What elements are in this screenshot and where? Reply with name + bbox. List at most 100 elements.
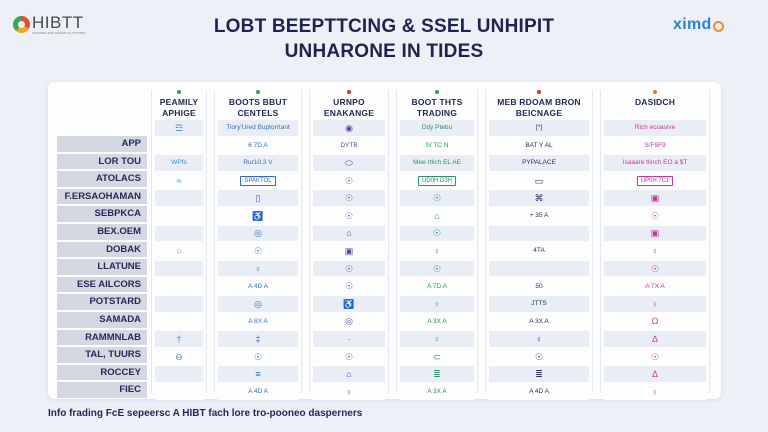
table-cell[interactable]: ◎ bbox=[218, 295, 298, 312]
table-cell[interactable]: ☉ bbox=[400, 190, 474, 206]
partner-logo[interactable]: ximd bbox=[673, 17, 724, 33]
table-cell[interactable]: ∆ bbox=[604, 331, 706, 347]
table-cell[interactable]: ☉ bbox=[313, 190, 385, 206]
table-cell[interactable]: ♀ bbox=[218, 260, 298, 277]
table-cell[interactable]: ♿ bbox=[218, 207, 298, 224]
table-cell[interactable]: ☉ bbox=[604, 348, 706, 365]
table-cell[interactable]: ♀ bbox=[604, 243, 706, 259]
table-cell[interactable]: Rich ecoasive bbox=[604, 120, 706, 136]
table-cell[interactable]: ♀ bbox=[313, 383, 385, 400]
table-cell[interactable]: Ddy Ptebu bbox=[400, 120, 474, 136]
table-cell[interactable]: A 8X A bbox=[218, 313, 298, 330]
table-cell[interactable]: A 7D A bbox=[400, 278, 474, 294]
table-cell[interactable]: WPfs bbox=[155, 155, 203, 171]
table-cell[interactable]: [*] bbox=[489, 120, 589, 136]
table-cell[interactable]: ◉ bbox=[313, 120, 385, 136]
table-cell[interactable]: ⊖ bbox=[155, 348, 203, 365]
table-cell[interactable]: ♀ bbox=[604, 295, 706, 312]
table-cell[interactable]: ≡ bbox=[218, 366, 298, 382]
table-cell[interactable]: ≈ bbox=[155, 172, 203, 189]
table-cell[interactable]: Isaaare tlinch EO a $T bbox=[604, 155, 706, 171]
table-cell[interactable]: 6 7D A bbox=[218, 137, 298, 154]
table-cell[interactable]: ☉ bbox=[400, 260, 474, 277]
table-cell[interactable]: UD0H D3H bbox=[400, 172, 474, 189]
bell-icon: ☉ bbox=[344, 263, 354, 274]
table-cell[interactable]: ▣ bbox=[604, 190, 706, 206]
table-cell[interactable]: ⬭ bbox=[313, 155, 385, 171]
table-cell[interactable]: ▣ bbox=[313, 243, 385, 259]
column-header[interactable]: DASIDCH bbox=[601, 90, 709, 136]
table-cell[interactable]: ☉ bbox=[604, 260, 706, 277]
table-cell[interactable]: S/F9F9 bbox=[604, 137, 706, 154]
table-cell[interactable]: ≣ bbox=[489, 366, 589, 382]
column-title: DASIDCH bbox=[634, 97, 676, 107]
footer-caption: Info frading FcE sepeersc A HIBT fach lo… bbox=[48, 408, 363, 419]
table-cell[interactable]: A 7X A bbox=[604, 278, 706, 294]
table-cell[interactable]: ⌘ bbox=[489, 190, 589, 206]
row-label: SAMADA bbox=[57, 311, 147, 328]
table-cell[interactable]: · bbox=[313, 331, 385, 347]
column-header[interactable]: BOOT THTS TRADING bbox=[397, 90, 477, 136]
table-cell[interactable]: A 4D A bbox=[489, 383, 589, 400]
table-cell[interactable]: A 4D A bbox=[218, 383, 298, 400]
table-cell[interactable]: ◎ bbox=[218, 225, 298, 242]
table-cell[interactable]: ∆ bbox=[604, 366, 706, 382]
table-cell[interactable]: ≣ bbox=[400, 366, 474, 382]
brand-name: HIBTT bbox=[32, 13, 84, 32]
table-cell[interactable]: ☉ bbox=[313, 172, 385, 189]
table-cell[interactable]: JTTS bbox=[489, 295, 589, 312]
table-cell[interactable]: Rur10.3 V bbox=[218, 155, 298, 171]
table-cell[interactable]: DYTB bbox=[313, 137, 385, 154]
table-cell[interactable]: ⊂ bbox=[400, 348, 474, 365]
table-cell[interactable]: † bbox=[155, 331, 203, 347]
table-cell[interactable]: ○ bbox=[155, 243, 203, 259]
table-cell[interactable]: ⌂ bbox=[313, 366, 385, 382]
table-cell[interactable]: ☉ bbox=[400, 225, 474, 242]
table-cell[interactable]: ▭ bbox=[489, 172, 589, 189]
table-cell[interactable]: S/ TC N bbox=[400, 137, 474, 154]
table-cell[interactable]: ☉ bbox=[604, 207, 706, 224]
table-cell[interactable]: ◎ bbox=[313, 313, 385, 330]
table-cell[interactable]: UP0H 7C1 bbox=[604, 172, 706, 189]
column-header[interactable]: MEB RDOAM BRON BEICNAGE bbox=[486, 90, 592, 136]
bell-icon: ☉ bbox=[344, 210, 354, 221]
table-cell[interactable]: ⌂ bbox=[313, 225, 385, 242]
table-cell[interactable]: ⌂ bbox=[400, 207, 474, 224]
column-header[interactable]: PEAMILY APHIGE bbox=[152, 90, 206, 136]
table-cell[interactable]: 4TA bbox=[489, 243, 589, 259]
table-cell[interactable]: ☉ bbox=[313, 348, 385, 365]
table-cell[interactable]: 50 bbox=[489, 278, 589, 294]
table-cell[interactable]: BAT Y AL bbox=[489, 137, 589, 154]
table-cell[interactable]: + 35 A bbox=[489, 207, 589, 224]
table-cell[interactable]: ☉ bbox=[218, 348, 298, 365]
hibt-logo[interactable]: HIBTT TRADING EXCHANGE PLATFORM bbox=[13, 14, 85, 35]
table-cell[interactable]: Mee rtlich EL AE bbox=[400, 155, 474, 171]
table-cell[interactable]: ☉ bbox=[313, 260, 385, 277]
table-cell[interactable]: ♀ bbox=[604, 383, 706, 400]
table-cell[interactable]: ▯ bbox=[218, 190, 298, 206]
table-cell[interactable]: ☉ bbox=[489, 348, 589, 365]
table-cell[interactable]: ☲ bbox=[155, 120, 203, 136]
table-cell[interactable]: A 3X A bbox=[400, 313, 474, 330]
table-cell[interactable]: ☉ bbox=[313, 207, 385, 224]
table-cell[interactable]: Ω bbox=[604, 313, 706, 330]
table-cell[interactable]: ☉ bbox=[218, 243, 298, 259]
column-header[interactable]: URNPO ENAKANGE bbox=[310, 90, 388, 136]
table-cell[interactable]: ♀ bbox=[400, 243, 474, 259]
table-cell[interactable]: A 4D A bbox=[218, 278, 298, 294]
table-cell[interactable]: ♀ bbox=[489, 331, 589, 347]
tag-badge: SPAKTOL bbox=[240, 175, 276, 186]
column-header[interactable]: BOOTS BBUT CENTELS bbox=[215, 90, 301, 136]
table-cell[interactable]: Tiory'Ured Buptorrtant bbox=[218, 120, 298, 136]
table-cell[interactable]: ▣ bbox=[604, 225, 706, 242]
table-cell[interactable]: A 3X A bbox=[489, 313, 589, 330]
table-cell[interactable]: ☉ bbox=[313, 278, 385, 294]
table-cell[interactable]: SPAKTOL bbox=[218, 172, 298, 189]
table-cell[interactable]: ♿ bbox=[313, 295, 385, 312]
table-cell[interactable]: A 3X A bbox=[400, 383, 474, 400]
cell-text: A 4D A bbox=[248, 388, 268, 396]
table-cell[interactable]: PYPALACE bbox=[489, 155, 589, 171]
table-cell[interactable]: ‡ bbox=[218, 331, 298, 347]
table-cell[interactable]: ♀ bbox=[400, 295, 474, 312]
table-cell[interactable]: ♀ bbox=[400, 331, 474, 347]
